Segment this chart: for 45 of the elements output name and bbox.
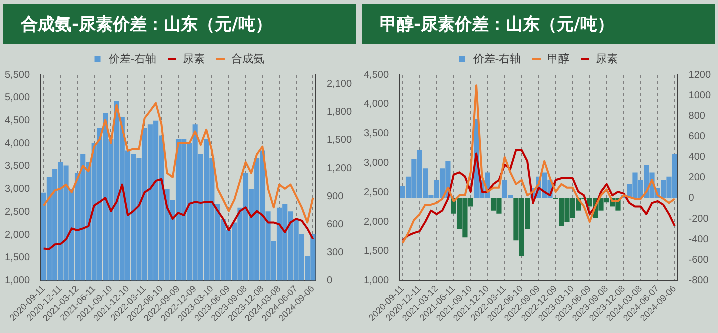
y2-tick-label: -400 — [688, 234, 710, 246]
y2-tick-label: 300 — [326, 247, 344, 258]
y-tick-label: 3,000 — [4, 184, 30, 196]
y-tick-label: 4,000 — [364, 99, 390, 110]
y-tick-label: 1,000 — [4, 276, 30, 287]
y2-tick-label: 0 — [688, 193, 695, 204]
y-tick-label: 2,500 — [4, 206, 30, 218]
y-tick-label: 3,500 — [364, 128, 390, 140]
y-tick-label: 3,000 — [364, 158, 390, 169]
y2-tick-label: 800 — [688, 110, 706, 122]
legend-label: 尿素 — [596, 52, 618, 66]
y-tick-label: 2,000 — [4, 230, 30, 241]
y-tick-label: 4,000 — [4, 138, 30, 150]
y2-tick-label: 1000 — [688, 90, 712, 102]
chart-title: 合成氨-尿素价差：山东（元/吨） — [3, 4, 356, 44]
legend-label: 尿素 — [183, 52, 206, 66]
y-tick-label: 5,000 — [4, 92, 30, 104]
y2-tick-label: 900 — [326, 191, 344, 202]
y-tick-label: 1,000 — [364, 276, 390, 287]
y2-tick-label: 2,100 — [326, 79, 352, 90]
legend-label: 价差-右轴 — [472, 52, 522, 66]
y-tick-label: 4,500 — [4, 115, 30, 126]
y2-tick-label: 600 — [688, 131, 706, 142]
legend-label: 合成氨 — [232, 52, 265, 66]
y-tick-label: 3,500 — [4, 161, 30, 172]
y2-tick-label: 200 — [688, 172, 706, 184]
y2-tick-label: 1200 — [688, 70, 712, 81]
legend-label: 甲醇 — [548, 52, 570, 66]
y2-tick-label: 1,200 — [326, 163, 352, 174]
y2-tick-label: 1,800 — [326, 107, 352, 118]
y-tick-label: 1,500 — [4, 252, 30, 264]
chart-title: 甲醇-尿素价差：山东（元/吨） — [362, 4, 715, 44]
y2-tick-label: -800 — [688, 276, 710, 287]
y-tick-label: 4,500 — [364, 70, 390, 81]
y2-tick-label: 400 — [688, 152, 706, 164]
y-tick-label: 5,500 — [4, 70, 30, 81]
y-tick-label: 2,000 — [364, 216, 390, 228]
y2-tick-label: -200 — [688, 214, 710, 225]
y-tick-label: 1,500 — [364, 246, 390, 258]
y2-tick-label: 1,500 — [326, 135, 352, 146]
y2-tick-label: 0 — [326, 276, 333, 287]
y2-tick-label: 600 — [326, 219, 344, 230]
legend-label: 价差-右轴 — [108, 52, 157, 66]
y-tick-label: 2,500 — [364, 187, 390, 198]
y2-tick-label: -600 — [688, 254, 710, 266]
